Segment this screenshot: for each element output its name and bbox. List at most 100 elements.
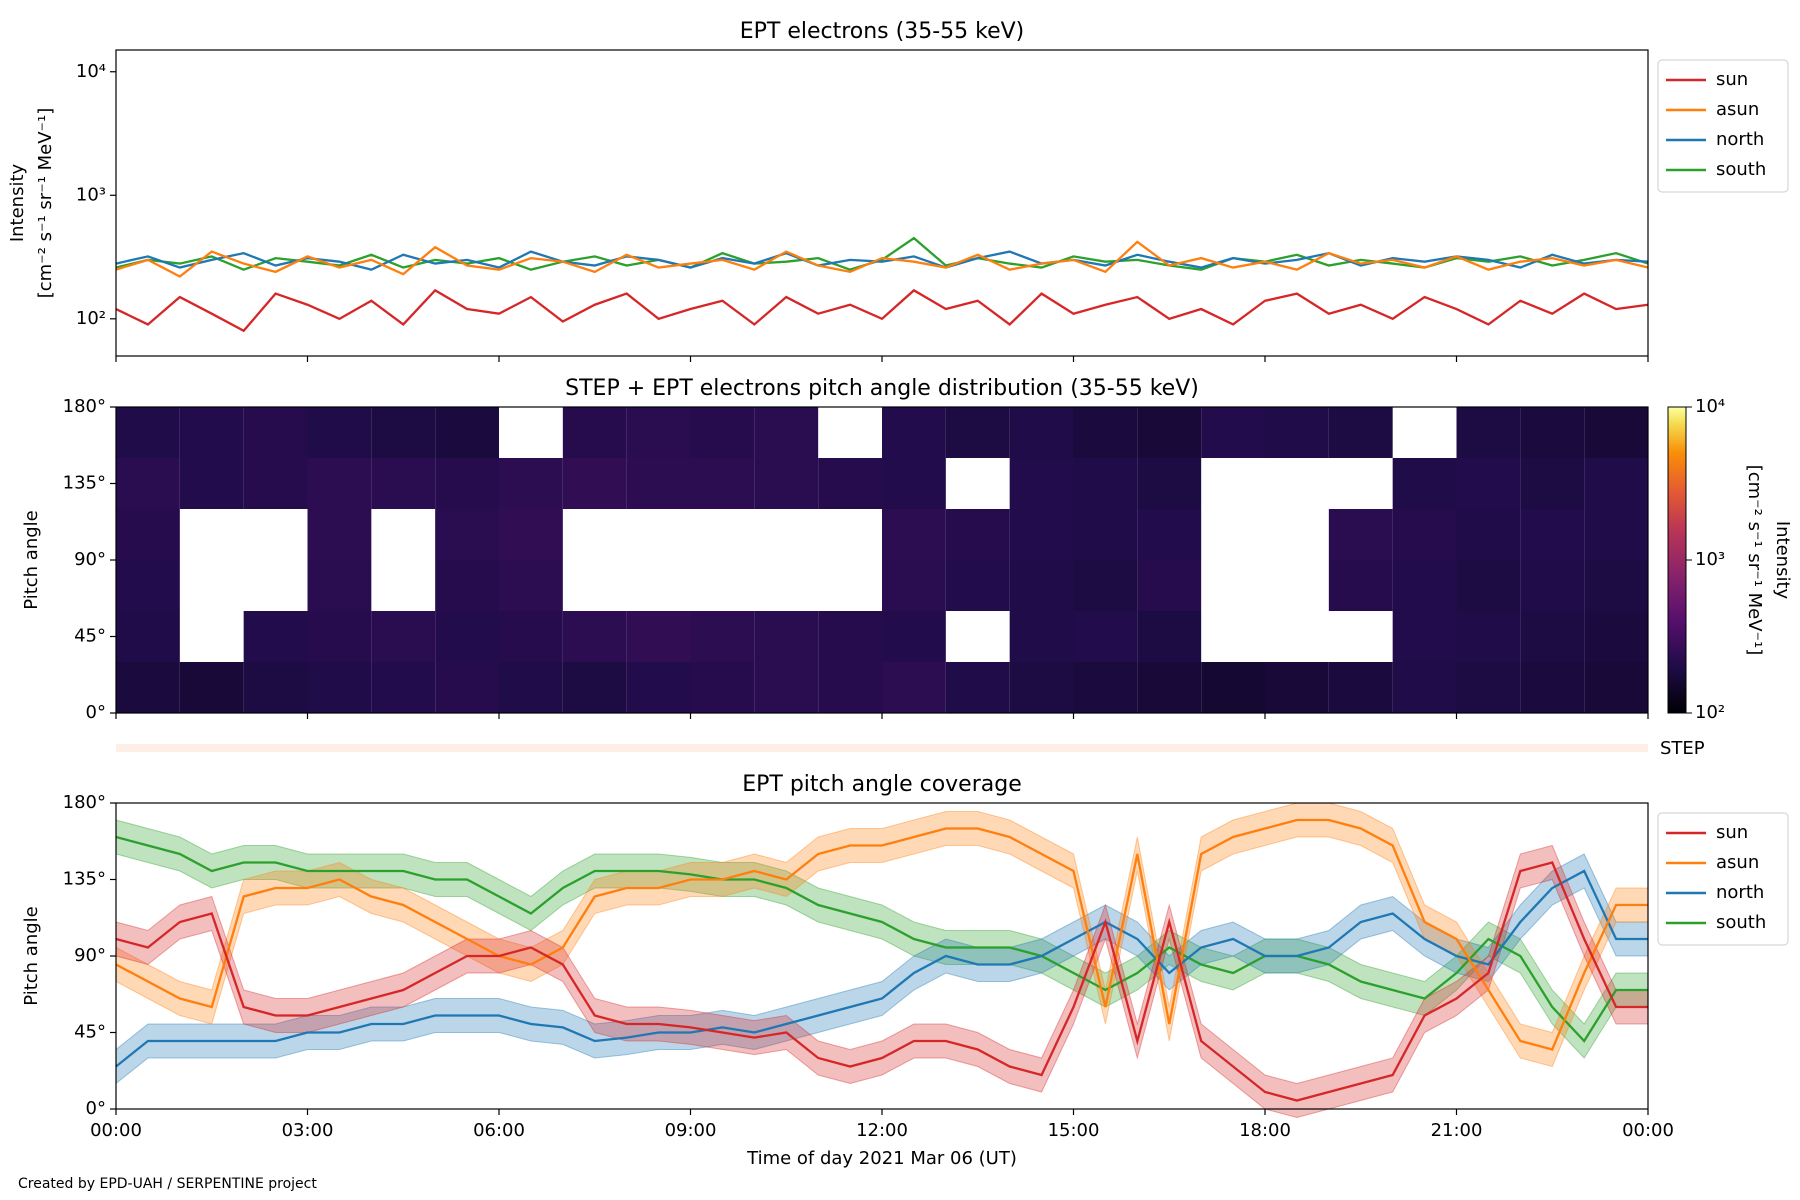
- y-axis-label: Pitch angle: [21, 510, 42, 609]
- heatmap-cell: [562, 662, 627, 713]
- footer: Created by EPD-UAH / SERPENTINE project: [18, 1176, 317, 1192]
- heatmap-cell: [626, 458, 691, 509]
- heatmap-cell: [1520, 458, 1585, 509]
- heatmap-cell: [435, 560, 499, 611]
- heatmap-cell: [1073, 662, 1138, 713]
- heatmap-cell: [179, 407, 244, 458]
- legend-box: [1657, 812, 1789, 946]
- heatmap-cell: [1456, 662, 1521, 713]
- heatmap-cell: [882, 509, 946, 560]
- y-tick-label: 135°: [63, 869, 106, 890]
- heatmap-cell: [562, 611, 627, 662]
- heatmap-cell: [116, 407, 180, 458]
- heatmap-cell: [435, 662, 499, 713]
- heatmap-cell: [499, 509, 563, 560]
- series-line: [115, 835, 1648, 1043]
- y-tick-label: 180°: [63, 792, 106, 813]
- heatmap-cell: [1009, 458, 1074, 509]
- heatmap-cell: [818, 611, 882, 662]
- y-tick-label: 45°: [74, 626, 106, 647]
- y-tick-label: 45°: [74, 1022, 106, 1043]
- x-tick-label: 15:00: [1048, 1120, 1100, 1141]
- heatmap-cell: [307, 662, 372, 713]
- heatmap-cell: [243, 662, 308, 713]
- heatmap-cell: [1584, 509, 1648, 560]
- heatmap-cell: [371, 407, 436, 458]
- panel: EPT electrons (35-55 keV) 10² 10³ 10⁴ Intens…: [7, 19, 1789, 362]
- heatmap-cell: [945, 407, 1010, 458]
- heatmap-cell: [1073, 611, 1138, 662]
- heatmap-cell: [1584, 662, 1648, 713]
- heatmap-cell: [1520, 509, 1585, 560]
- heatmap-cell: [1520, 662, 1585, 713]
- heatmap-cell: [116, 458, 180, 509]
- y-tick-label: 0°: [86, 1098, 106, 1119]
- heatmap-cell: [1009, 509, 1074, 560]
- step-label: STEP: [1660, 738, 1705, 759]
- heatmap-cell: [626, 407, 691, 458]
- panel: STEP + EPT electrons pitch angle distrib…: [21, 376, 1793, 759]
- heatmap-cell: [754, 458, 819, 509]
- heatmap-cell: [1137, 509, 1202, 560]
- x-axis-label: Time of day 2021 Mar 06 (UT): [746, 1148, 1017, 1169]
- legend-label: north: [1716, 882, 1764, 903]
- heatmap-cell: [1584, 407, 1648, 458]
- y-tick-label: 10⁴: [76, 61, 106, 82]
- heatmap-cell: [1137, 458, 1202, 509]
- heatmap-cell: [818, 662, 882, 713]
- heatmap-cell: [882, 407, 946, 458]
- x-tick-label: 12:00: [856, 1120, 908, 1141]
- heatmap-cell: [1009, 560, 1074, 611]
- heatmap-cell: [435, 458, 499, 509]
- heatmap-cell: [307, 611, 372, 662]
- plot-area: [116, 407, 1648, 713]
- colorbar-label: [cm⁻² s⁻¹ sr⁻¹ MeV⁻¹]: [1744, 465, 1765, 656]
- panel: EPT pitch angle coverage 0° 45° 90° 135° 180°…: [21, 772, 1789, 1169]
- heatmap-cell: [690, 407, 755, 458]
- y-axis-label: Pitch angle: [21, 906, 42, 1005]
- y-axis-label: Intensity: [7, 163, 28, 242]
- y-axis-label: [cm⁻² s⁻¹ sr⁻¹ MeV⁻¹]: [35, 108, 56, 299]
- heatmap-cell: [307, 458, 372, 509]
- heatmap-cell: [1265, 662, 1329, 713]
- heatmap-cell: [1328, 509, 1393, 560]
- x-tick-label: 06:00: [473, 1120, 525, 1141]
- heatmap-cell: [882, 662, 946, 713]
- heatmap-cell: [371, 662, 436, 713]
- heatmap-cell: [1456, 509, 1521, 560]
- colorbar-tick-label: 10²: [1695, 702, 1725, 723]
- legend-label: sun: [1716, 822, 1748, 843]
- heatmap-cell: [754, 407, 819, 458]
- heatmap-cell: [1073, 560, 1138, 611]
- legend-label: north: [1716, 129, 1764, 150]
- heatmap-cell: [562, 407, 627, 458]
- heatmap-cell: [179, 662, 244, 713]
- heatmap-cell: [1073, 458, 1138, 509]
- heatmap-cell: [562, 458, 627, 509]
- x-tick-label: 18:00: [1239, 1120, 1291, 1141]
- y-tick-label: 90°: [74, 945, 106, 966]
- heatmap-cell: [1392, 560, 1457, 611]
- heatmap-cell: [626, 662, 691, 713]
- heatmap-cell: [499, 458, 563, 509]
- axes-frame: [115, 49, 1649, 357]
- colorbar: [1667, 406, 1687, 714]
- heatmap-cell: [945, 509, 1010, 560]
- heatmap-cell: [945, 662, 1010, 713]
- series-line: [115, 250, 1649, 271]
- heatmap-cell: [690, 662, 755, 713]
- heatmap-cell: [179, 458, 244, 509]
- series-line: [115, 236, 1649, 271]
- heatmap-cell: [435, 509, 499, 560]
- heatmap-cell: [690, 458, 755, 509]
- series-line: [115, 818, 1648, 1051]
- heatmap-cell: [116, 611, 180, 662]
- chart-title: EPT electrons (35-55 keV): [740, 19, 1025, 44]
- heatmap-cell: [1392, 458, 1457, 509]
- heatmap-cell: [116, 560, 180, 611]
- legend-label: asun: [1716, 99, 1759, 120]
- heatmap-cell: [435, 407, 499, 458]
- plot-area: [115, 802, 1649, 1119]
- legend-label: south: [1716, 912, 1766, 933]
- heatmap-cell: [690, 611, 755, 662]
